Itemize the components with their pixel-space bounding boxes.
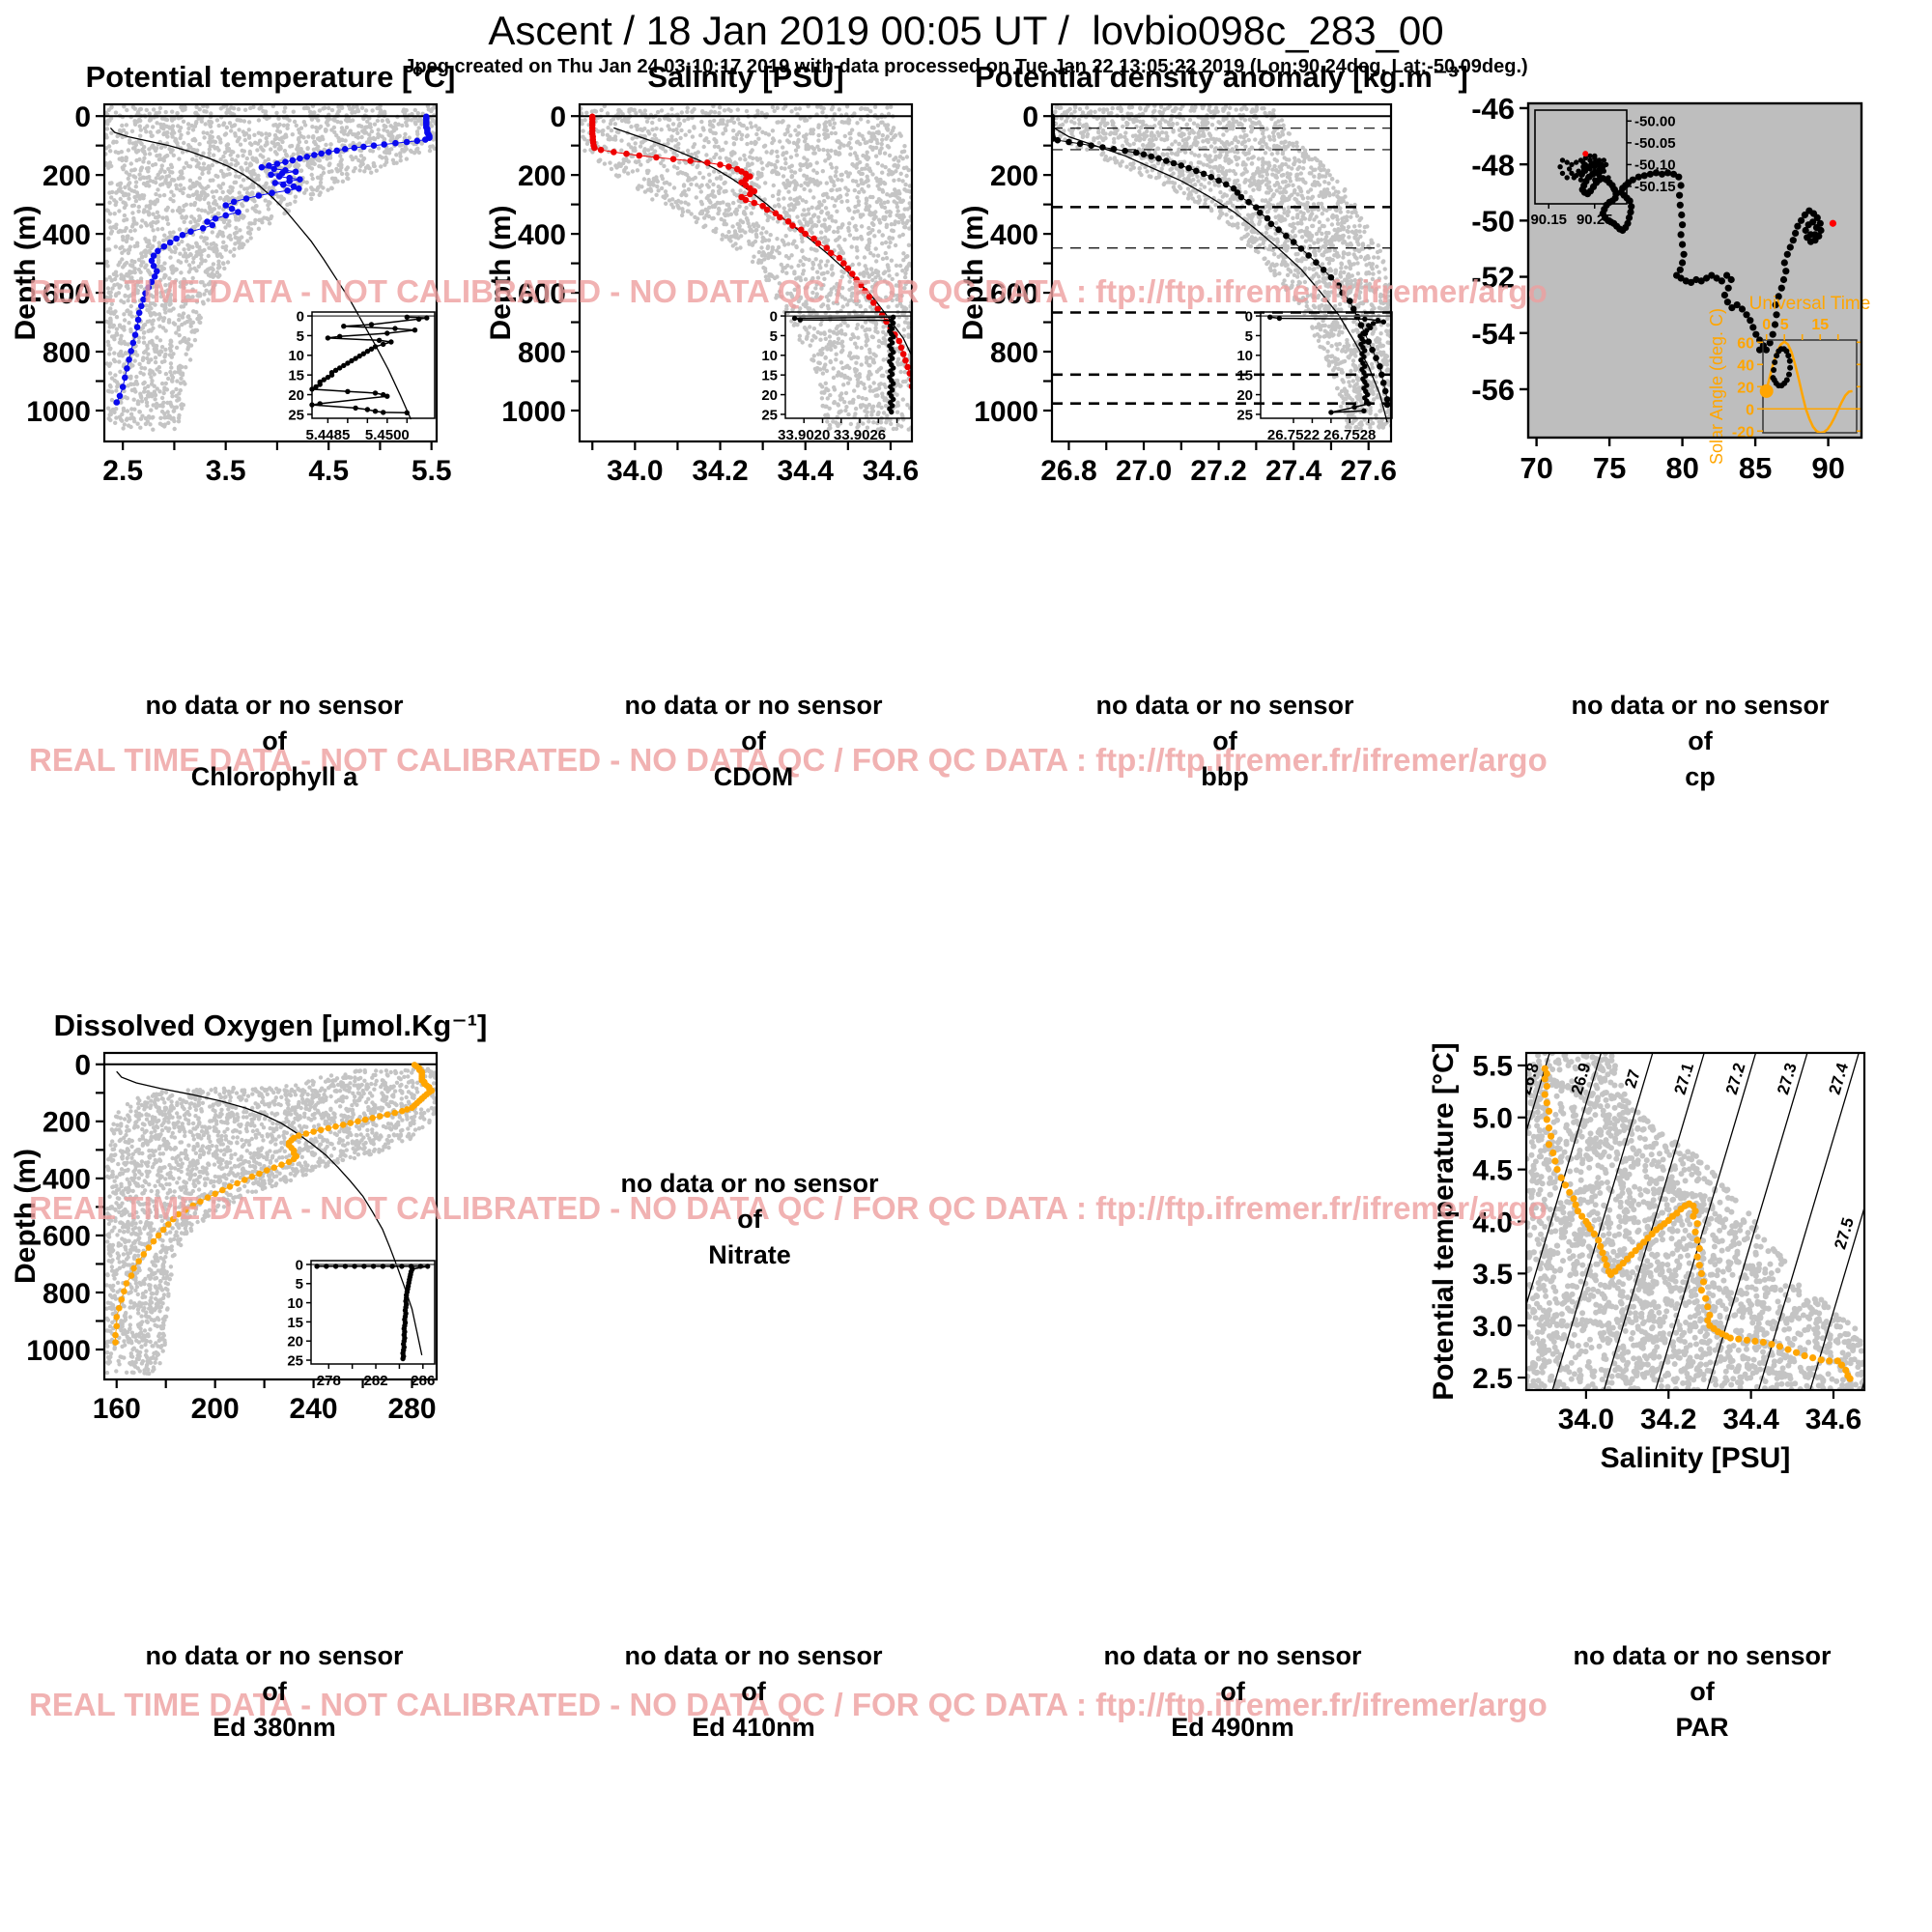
svg-text:34.6: 34.6 [863,455,919,487]
no-data-line1: no data or no sensor [624,691,883,720]
svg-text:200: 200 [43,160,91,192]
svg-text:600: 600 [518,278,566,310]
no-data-block-ed490: no data or no sensor of Ed 490nm [1103,1638,1361,1746]
no-data-line1: no data or no sensor [145,691,404,720]
chart-theta: 5.4485 5.4500 0 5 10 15 20 25 2.5 3.5 4.5 5.5 0 200 40… [10,60,455,487]
svg-text:1000: 1000 [501,396,566,428]
no-data-line2: of [1212,726,1237,755]
svg-text:25: 25 [288,407,304,423]
svg-text:0: 0 [770,308,778,325]
no-data-line2: of [1220,1677,1245,1706]
svg-text:34.4: 34.4 [778,455,835,487]
no-data-line2: of [1690,1677,1715,1706]
chart-theta-inset: 5.4485 5.4500 0 5 10 15 20 25 [288,308,436,443]
no-data-block-chlorophyll: no data or no sensor of Chlorophyll a [145,688,403,795]
svg-text:2.5: 2.5 [102,455,143,487]
svg-text:34.2: 34.2 [692,455,748,487]
no-data-line2: of [262,1677,287,1706]
no-data-line2: of [741,726,766,755]
chart-map: 90.15 90.25-50.00-50.05-50.10-50.15 0 5 15-2… [1471,92,1870,485]
no-data-line1: no data or no sensor [620,1169,879,1198]
svg-text:34.0: 34.0 [607,455,663,487]
no-data-block-bbp: no data or no sensor of bbp [1095,688,1353,795]
svg-text:33.9026: 33.9026 [834,427,886,443]
watermark-row-1: REAL TIME DATA - NOT CALIBRATED - NO DAT… [29,273,1548,309]
svg-text:400: 400 [43,219,91,251]
no-data-param: CDOM [713,762,794,791]
page-title: Ascent / 18 Jan 2019 00:05 UT / lovbio09… [488,8,1444,53]
svg-text:800: 800 [43,337,91,369]
svg-text:400: 400 [518,219,566,251]
svg-text:10: 10 [761,348,778,364]
no-data-line1: no data or no sensor [1573,1641,1832,1670]
svg-text:5: 5 [297,328,304,345]
no-data-line2: of [1688,726,1713,755]
svg-text:800: 800 [518,337,566,369]
no-data-param: Ed 490nm [1171,1713,1294,1742]
svg-text:200: 200 [518,160,566,192]
no-data-param: bbp [1201,762,1249,791]
svg-text:0: 0 [550,101,566,133]
no-data-line1: no data or no sensor [1571,691,1830,720]
watermark-row-2: REAL TIME DATA - NOT CALIBRATED - NO DAT… [29,742,1548,778]
no-data-line2: of [741,1677,766,1706]
svg-text:0: 0 [74,101,91,133]
svg-text:4.5: 4.5 [308,455,349,487]
watermark-row-3: REAL TIME DATA - NOT CALIBRATED - NO DAT… [29,1190,1548,1226]
svg-text:15: 15 [288,368,304,384]
svg-text:Potential temperature [°C]: Potential temperature [°C] [86,60,456,94]
map-minimap: 90.15 90.25-50.00-50.05-50.10-50.15 [1530,109,1676,228]
no-data-block-ed410: no data or no sensor of Ed 410nm [624,1638,882,1746]
svg-text:20: 20 [761,387,778,404]
no-data-line1: no data or no sensor [1103,1641,1362,1670]
no-data-param: Nitrate [708,1240,791,1269]
no-data-line2: of [737,1205,762,1234]
svg-text:1000: 1000 [26,396,91,428]
no-data-block-cp: no data or no sensor of cp [1571,688,1829,795]
svg-text:Depth (m): Depth (m) [10,206,42,341]
no-data-param: Chlorophyll a [190,762,358,791]
svg-text:0: 0 [297,308,304,325]
no-data-line1: no data or no sensor [145,1641,404,1670]
svg-text:600: 600 [43,278,91,310]
no-data-block-cdom: no data or no sensor of CDOM [624,688,882,795]
svg-text:5: 5 [770,328,778,345]
no-data-block-nitrate: no data or no sensor of Nitrate [620,1166,878,1273]
svg-text:25: 25 [761,407,778,423]
page-subtitle: Jpeg created on Thu Jan 24 03:10:17 2019… [404,56,1528,77]
svg-text:5.5: 5.5 [412,455,452,487]
svg-text:3.5: 3.5 [206,455,246,487]
no-data-block-par: no data or no sensor of PAR [1573,1638,1831,1746]
svg-text:5.4500: 5.4500 [365,427,410,443]
no-data-param: Ed 380nm [213,1713,336,1742]
svg-text:20: 20 [288,387,304,404]
no-data-line2: of [262,726,287,755]
no-data-param: Ed 410nm [692,1713,815,1742]
no-data-line1: no data or no sensor [1095,691,1354,720]
svg-text:5.4485: 5.4485 [305,427,350,443]
watermark-row-4: REAL TIME DATA - NOT CALIBRATED - NO DAT… [29,1687,1548,1722]
svg-text:15: 15 [761,368,778,384]
no-data-block-ed380: no data or no sensor of Ed 380nm [145,1638,403,1746]
svg-text:33.9020: 33.9020 [778,427,830,443]
chart-ts: 26.8 26.9 27 27.1 27.2 27.3 27.427.534.0 34.2 34… [1428,1042,1866,1474]
no-data-param: PAR [1675,1713,1729,1742]
no-data-param: cp [1685,762,1716,791]
chart-sal: 33.9020 33.9026 0 5 10 15 20 25 34.0 34.2 34.4 34.6… [485,60,919,487]
no-data-line1: no data or no sensor [624,1641,883,1670]
svg-text:10: 10 [288,348,304,364]
